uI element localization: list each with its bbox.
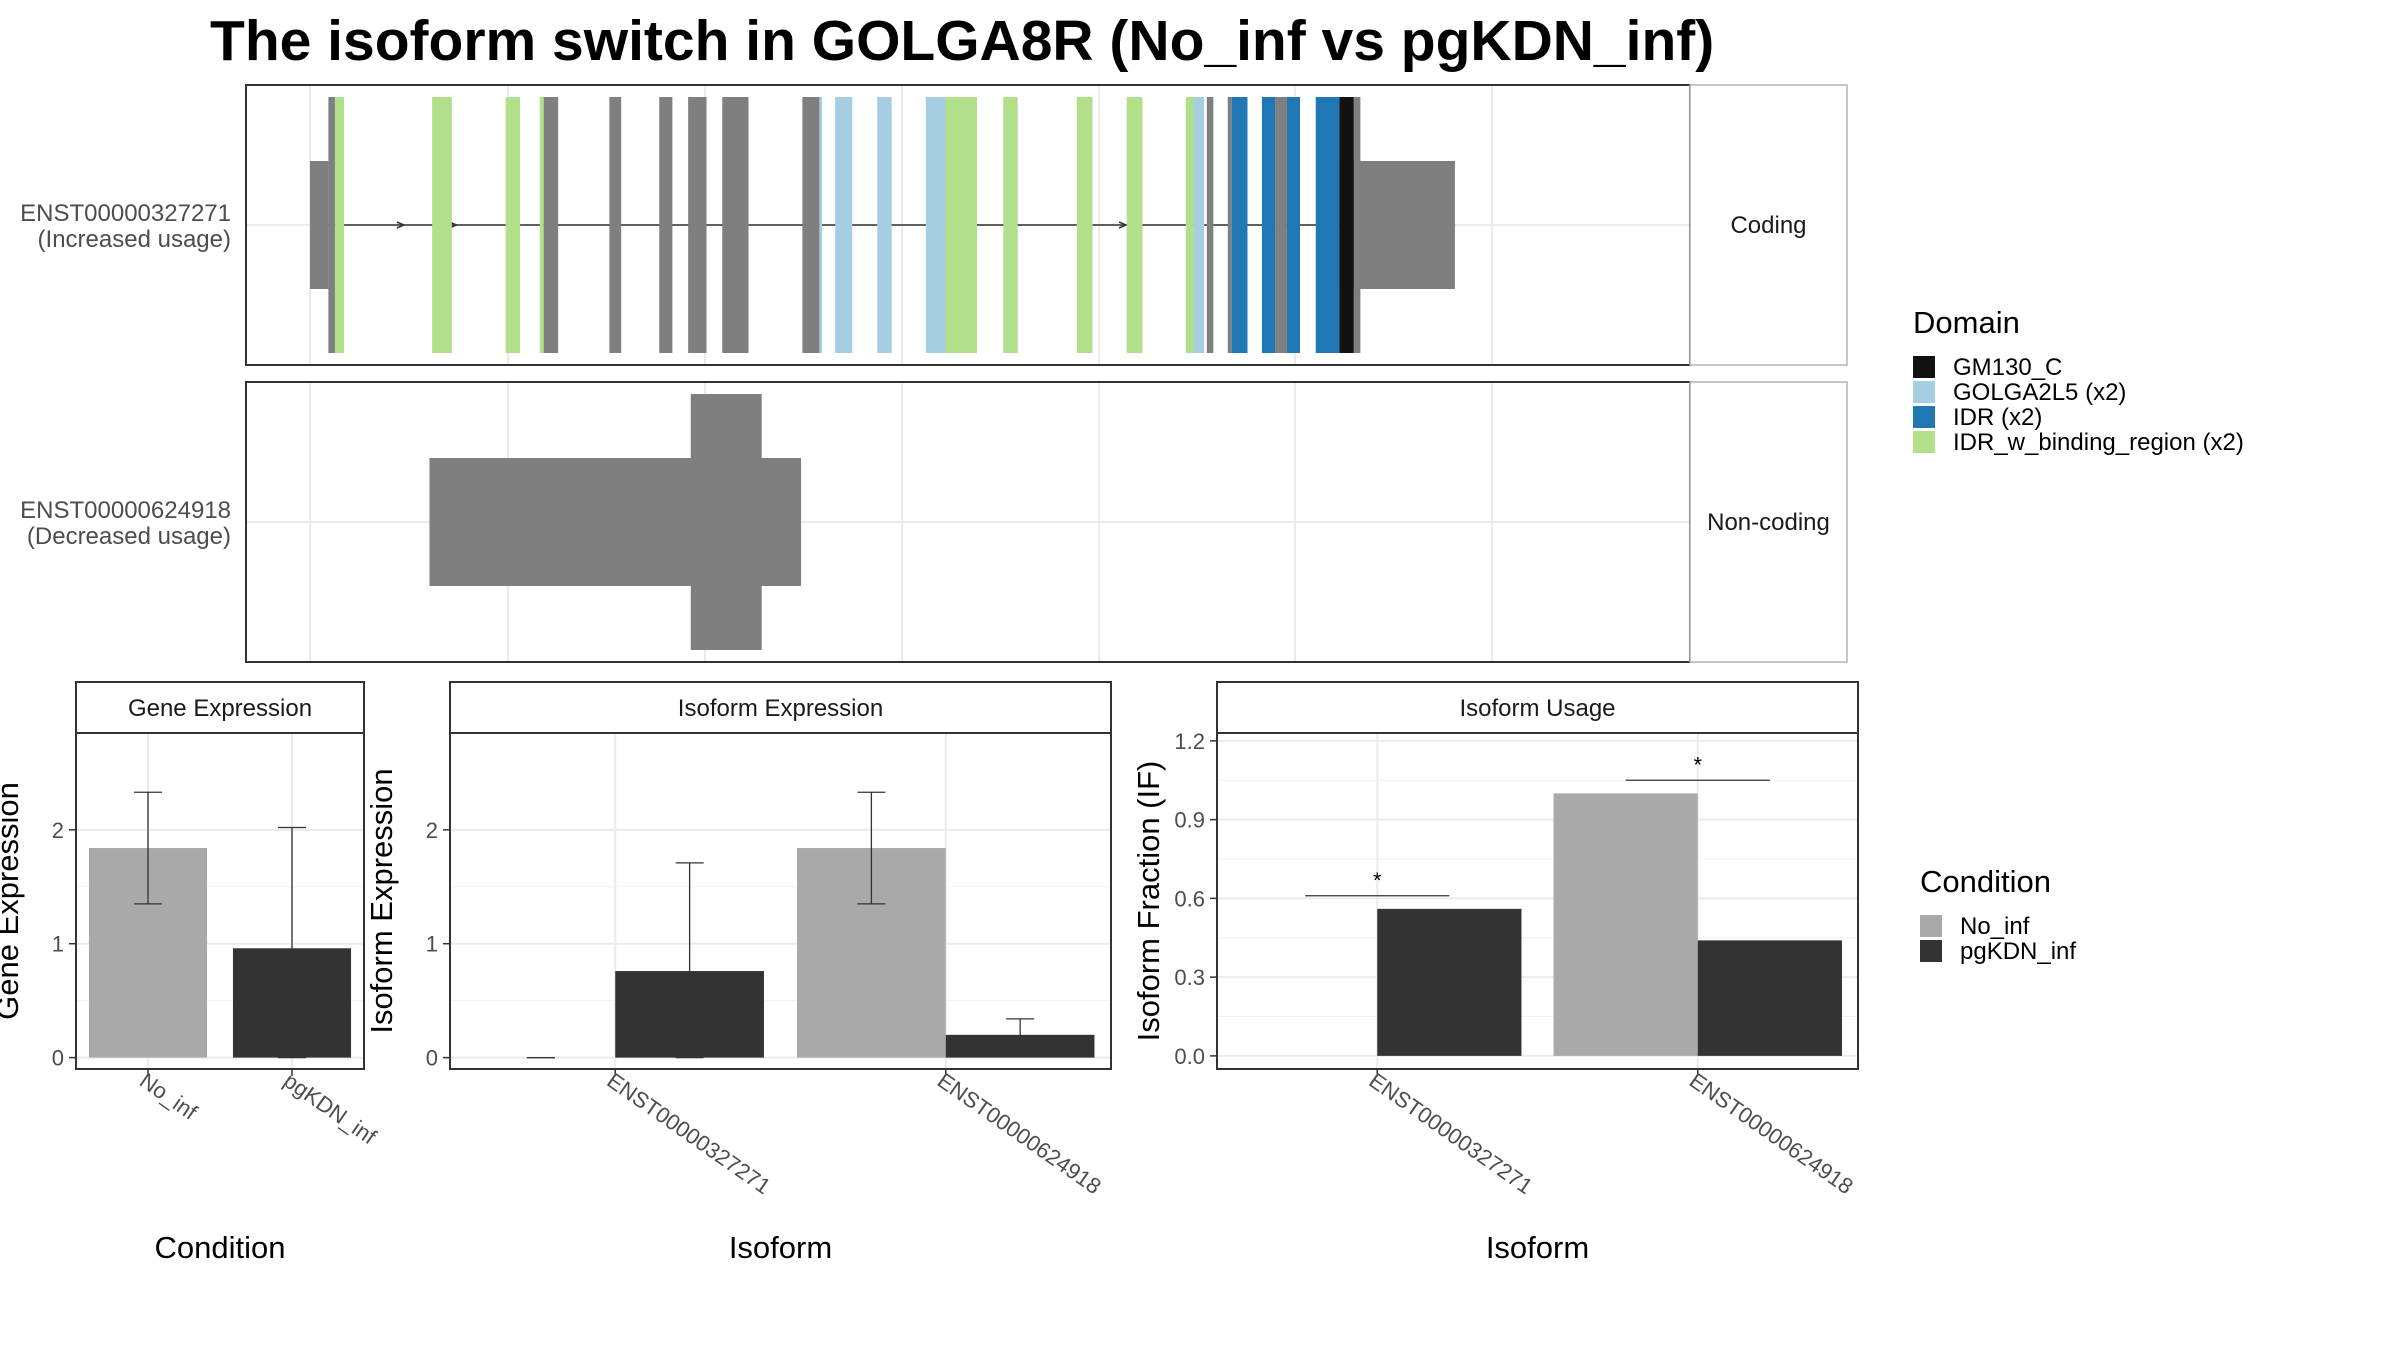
y-tick-label: 0.3 — [1174, 965, 1205, 990]
legend-title: Domain — [1913, 305, 2020, 340]
exon-block — [722, 97, 749, 353]
x-tick-label: ENST00000327271 — [1365, 1068, 1538, 1199]
x-axis-title: Condition — [155, 1230, 286, 1265]
exon-block — [659, 97, 673, 353]
legend-label: IDR (x2) — [1953, 404, 2042, 431]
exon-block — [609, 97, 622, 353]
exon-block — [539, 97, 544, 353]
exon-block — [543, 97, 559, 353]
legend-label: pgKDN_inf — [1960, 938, 2076, 965]
exon-block — [334, 97, 345, 353]
figure-title: The isoform switch in GOLGA8R (No_inf vs… — [210, 9, 1714, 73]
x-tick-label: No_inf — [135, 1068, 202, 1125]
legend-label: GOLGA2L5 (x2) — [1953, 379, 2126, 406]
legend-swatch — [1913, 406, 1935, 428]
exon-block — [1003, 97, 1018, 353]
y-tick-label: 0.0 — [1174, 1044, 1205, 1069]
panel-title: Isoform Usage — [1459, 695, 1615, 722]
y-tick-label: 1.2 — [1174, 729, 1205, 754]
x-tick-label: ENST00000624918 — [933, 1068, 1106, 1199]
exon-block — [819, 97, 823, 353]
exon-block — [877, 97, 892, 353]
panel-strip — [75, 681, 365, 734]
exon-block — [1353, 97, 1361, 353]
legend-swatch — [1913, 381, 1935, 403]
legend-label: IDR_w_binding_region (x2) — [1953, 429, 2244, 456]
exon-block — [1076, 97, 1093, 353]
type-strip — [1689, 84, 1848, 366]
exon-block — [1315, 97, 1340, 353]
bar — [1377, 908, 1522, 1056]
significance-star: * — [1693, 752, 1702, 777]
y-tick-label: 0.6 — [1174, 886, 1205, 911]
utr-5-block — [310, 161, 329, 289]
y-axis-title: Isoform Expression — [364, 768, 399, 1033]
transcript-type-label: Coding — [1730, 212, 1806, 239]
expression-panels: Gene Expression 0 1 2 No_inf pgKDN_inf Conditi… — [0, 681, 1859, 1265]
legend-swatch — [1920, 940, 1942, 962]
legend-swatch — [1920, 915, 1942, 937]
y-tick-label: 0 — [426, 1046, 438, 1071]
significance-star: * — [1373, 868, 1382, 893]
transcript-structure-panels: Coding ENST00000327271(Increased usage) No… — [20, 84, 1848, 663]
y-tick-label: 2 — [426, 818, 438, 843]
y-tick-label: 2 — [52, 818, 64, 843]
exon-block — [1275, 97, 1287, 353]
type-strip — [1689, 381, 1848, 663]
y-tick-label: 1 — [52, 932, 64, 957]
transcript-id-label: ENST00000624918 — [20, 497, 231, 524]
bar — [1697, 940, 1842, 1056]
x-axis-title: Isoform — [1486, 1230, 1589, 1265]
y-tick-label: 0 — [52, 1046, 64, 1071]
exon-block — [1206, 97, 1214, 353]
exon-block — [1339, 97, 1354, 353]
bar — [1553, 793, 1698, 1056]
legend-swatch — [1913, 356, 1935, 378]
exon-block — [1185, 97, 1194, 353]
exon-block — [1286, 97, 1301, 353]
exon-block — [802, 97, 820, 353]
exon-block — [1261, 97, 1276, 353]
legend-label: No_inf — [1960, 913, 2030, 940]
legend-title: Condition — [1920, 864, 2051, 899]
transcript-type-label: Non-coding — [1707, 509, 1830, 536]
exon-block — [945, 97, 978, 353]
transcript-id-label: ENST00000327271 — [20, 200, 231, 227]
exon-block — [1231, 97, 1248, 353]
y-tick-label: 1 — [426, 932, 438, 957]
exon-block — [835, 97, 853, 353]
y-axis-title: Isoform Fraction (IF) — [1131, 761, 1166, 1042]
y-tick-label: 0.9 — [1174, 808, 1205, 833]
y-axis-title: Gene Expression — [0, 782, 25, 1020]
exon-block — [1227, 97, 1232, 353]
exon-block — [432, 97, 452, 353]
transcript-usage-label: (Increased usage) — [38, 226, 231, 253]
exon-block — [925, 97, 946, 353]
plot-bg — [450, 733, 1111, 1069]
panel-strip — [449, 681, 1112, 734]
transcript-usage-label: (Decreased usage) — [27, 523, 231, 550]
panel-strip — [1216, 681, 1859, 734]
exon-block — [1193, 97, 1205, 353]
exon-block — [688, 97, 707, 353]
exon-block — [1126, 97, 1143, 353]
panel-title: Isoform Expression — [678, 695, 883, 722]
strand-arrow — [396, 221, 406, 229]
x-axis-title: Isoform — [729, 1230, 832, 1265]
legend-label: GM130_C — [1953, 354, 2062, 381]
strand-arrow — [1118, 221, 1128, 229]
panel-title: Gene Expression — [128, 695, 312, 722]
x-tick-label: ENST00000624918 — [1685, 1068, 1858, 1199]
exon-block — [690, 394, 762, 650]
x-tick-label: pgKDN_inf — [279, 1068, 381, 1150]
legend-swatch — [1913, 431, 1935, 453]
x-tick-label: ENST00000327271 — [603, 1068, 776, 1199]
exon-block — [505, 97, 521, 353]
exon-block — [328, 97, 335, 353]
